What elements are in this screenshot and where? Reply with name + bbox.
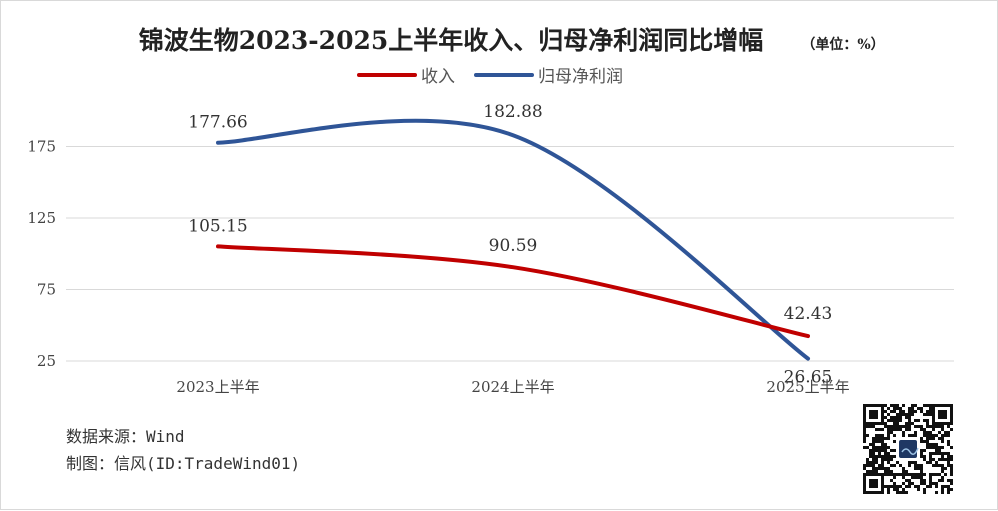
footer-source: 数据来源：Wind: [66, 427, 185, 446]
data-label-net-profit: 26.65: [784, 368, 833, 388]
legend-label-revenue: 收入: [421, 67, 455, 87]
data-label-net-profit: 182.88: [483, 102, 542, 122]
footer-author: 制图：信风(ID:TradeWind01): [66, 454, 300, 473]
data-label-revenue: 90.59: [489, 236, 538, 256]
qr-code-icon: [863, 404, 953, 494]
y-tick-label: 75: [37, 281, 56, 299]
y-tick-label: 25: [37, 352, 56, 370]
data-label-revenue: 42.43: [784, 304, 833, 324]
x-tick-label: 2024上半年: [471, 378, 554, 396]
gridlines: [66, 146, 954, 362]
data-labels: 105.15 90.59 42.43 177.66 182.88 26.65: [188, 102, 832, 387]
x-tick-label: 2023上半年: [176, 378, 259, 396]
y-tick-label: 175: [27, 138, 56, 156]
y-tick-label: 125: [27, 209, 56, 227]
y-axis-ticks: 25 75 125 175: [27, 138, 56, 371]
chart-unit-note: （单位：%）: [801, 36, 884, 53]
data-label-net-profit: 177.66: [188, 113, 247, 133]
data-label-revenue: 105.15: [188, 216, 247, 236]
legend: 收入 归母净利润: [357, 67, 623, 87]
series-line-net-profit: [216, 118, 810, 361]
chart-title: 锦波生物2023-2025上半年收入、归母净利润同比增幅: [139, 26, 764, 55]
x-axis-ticks: 2023上半年 2024上半年 2025上半年: [176, 378, 849, 396]
x-tick-label: 2025上半年: [766, 378, 849, 396]
series-line-revenue: [216, 244, 810, 339]
legend-label-net-profit: 归母净利润: [538, 67, 623, 87]
series-lines: [216, 118, 810, 361]
